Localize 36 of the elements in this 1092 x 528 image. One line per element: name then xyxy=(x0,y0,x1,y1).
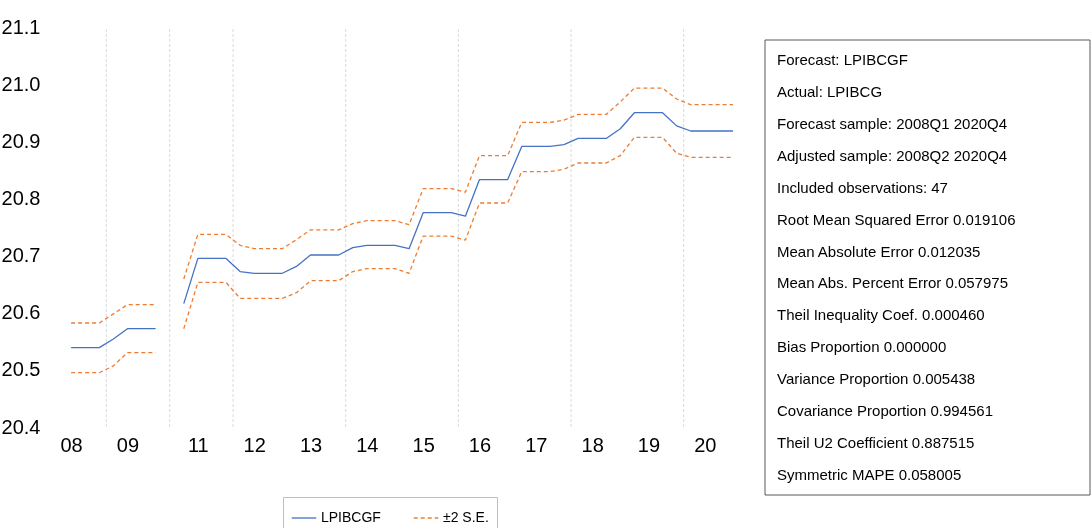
x-tick-label: 08 xyxy=(60,433,83,456)
y-tick-label: 20.4 xyxy=(1,415,41,438)
text: Theil Inequality Coef. 0.000460 xyxy=(777,306,985,324)
text: Forecast: LPIBCGF xyxy=(777,51,908,68)
text: Bias Proportion 0.000000 xyxy=(777,338,947,356)
text: Mean Absolute Error 0.012035 xyxy=(777,242,981,260)
x-tick-label: 15 xyxy=(412,433,435,456)
text: Symmetric MAPE 0.058005 xyxy=(777,466,962,483)
text: Adjusted sample: 2008Q2 2020Q4 xyxy=(777,146,1008,164)
x-tick-label: 13 xyxy=(299,433,323,456)
y-tick-label: 20.8 xyxy=(1,186,41,209)
x-tick-label: 12 xyxy=(243,433,266,456)
x-tick-label: 20 xyxy=(694,433,717,456)
text: Variance Proportion 0.005438 xyxy=(777,370,976,388)
legend-label: ±2 S.E. xyxy=(443,509,489,525)
x-tick-label: 17 xyxy=(525,433,548,456)
text: Covariance Proportion 0.994561 xyxy=(777,402,993,420)
text: Root Mean Squared Error 0.019106 xyxy=(777,210,1016,228)
x-tick-label: 14 xyxy=(356,433,379,456)
x-tick-label: 16 xyxy=(468,433,492,456)
x-tick-label: 09 xyxy=(116,433,140,456)
y-tick-label: 21.0 xyxy=(1,72,41,95)
y-tick-label: 20.9 xyxy=(1,129,41,152)
text: Included observations: 47 xyxy=(777,178,948,196)
y-tick-label: 21.1 xyxy=(1,15,41,38)
legend-label: LPIBCGF xyxy=(321,509,381,525)
y-tick-label: 20.7 xyxy=(1,244,41,267)
text: Actual: LPIBCG xyxy=(777,82,883,100)
x-tick-label: 18 xyxy=(581,433,604,456)
y-tick-label: 20.6 xyxy=(1,301,41,324)
x-tick-label: 19 xyxy=(637,433,661,456)
text: Forecast sample: 2008Q1 2020Q4 xyxy=(777,114,1008,132)
text: Theil U2 Coefficient 0.887515 xyxy=(777,434,975,452)
text: Mean Abs. Percent Error 0.057975 xyxy=(777,274,1008,292)
x-tick-label: 11 xyxy=(187,433,209,456)
y-tick-label: 20.5 xyxy=(1,358,41,381)
